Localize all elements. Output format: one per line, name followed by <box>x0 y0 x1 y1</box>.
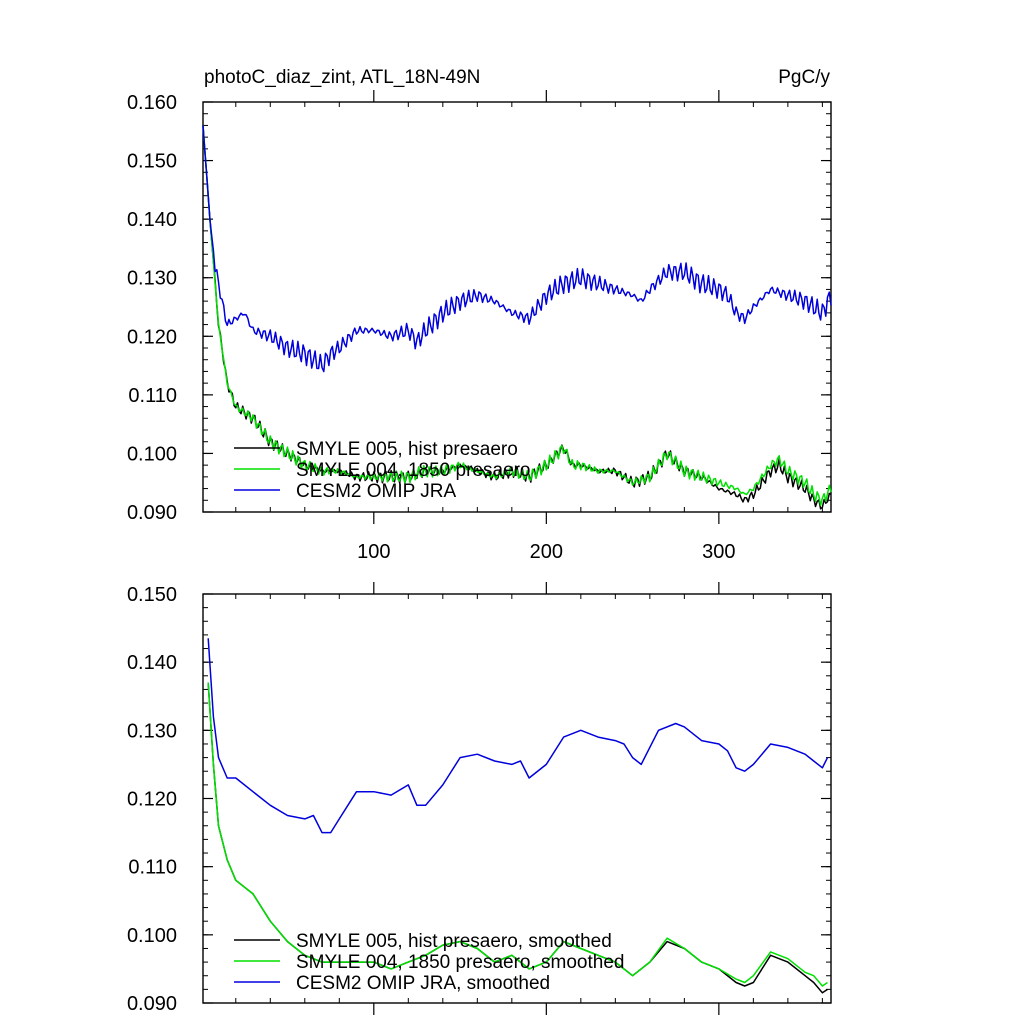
y-tick-label: 0.140 <box>127 209 177 231</box>
top-x-tick-labels: 100 200 300 <box>357 541 735 563</box>
top-panel: 0.090 0.100 0.110 0.120 0.130 0.140 0.150 0.160… <box>127 90 832 563</box>
legend-label-1: SMYLE 004, 1850 presaero, smoothed <box>296 952 624 973</box>
y-tick-label: 0.100 <box>127 443 177 465</box>
series-line-2 <box>202 125 832 373</box>
y-tick-label: 0.090 <box>127 502 177 524</box>
series-line-1 <box>207 682 828 987</box>
top-major-ticks <box>203 90 831 524</box>
y-tick-label: 0.160 <box>127 92 177 114</box>
top-plot-frame <box>202 101 832 513</box>
bottom-y-tick-labels: 0.090 0.100 0.110 0.120 0.130 0.140 0.150 <box>127 584 177 1015</box>
y-tick-label: 0.100 <box>127 925 177 947</box>
y-tick-label: 0.110 <box>128 857 177 879</box>
y-tick-label: 0.120 <box>127 326 177 348</box>
top-y-tick-labels: 0.090 0.100 0.110 0.120 0.130 0.140 0.150 0.160 <box>127 92 177 524</box>
legend-label-2: CESM2 OMIP JRA <box>296 481 456 502</box>
legend-label-0: SMYLE 005, hist presaero <box>296 439 518 460</box>
y-tick-label: 0.130 <box>127 720 177 742</box>
y-tick-label: 0.120 <box>127 789 177 811</box>
y-tick-label: 0.110 <box>128 385 177 407</box>
legend-label-0: SMYLE 005, hist presaero, smoothed <box>296 931 612 952</box>
legend-label-1: SMYLE 004, 1850 presaero <box>296 460 531 481</box>
bottom-major-ticks <box>203 582 831 1015</box>
x-tick-label: 100 <box>357 541 390 563</box>
bottom-panel: 0.090 0.100 0.110 0.120 0.130 0.140 0.150 SMYL… <box>127 582 832 1015</box>
bottom-series-lines <box>207 638 829 994</box>
y-tick-label: 0.090 <box>127 993 177 1015</box>
bottom-legend: SMYLE 005, hist presaero, smoothedSMYLE … <box>234 931 624 994</box>
y-tick-label: 0.140 <box>127 652 177 674</box>
top-series-lines <box>202 125 832 510</box>
series-line-1 <box>202 125 832 507</box>
chart-title: photoC_diaz_zint, ATL_18N-49N <box>204 67 480 88</box>
x-tick-label: 300 <box>702 541 735 563</box>
x-tick-label: 200 <box>530 541 563 563</box>
y-tick-label: 0.130 <box>127 268 177 290</box>
units-label: PgC/y <box>778 67 830 88</box>
y-tick-label: 0.150 <box>127 584 177 606</box>
series-line-2 <box>207 638 829 834</box>
y-tick-label: 0.150 <box>127 151 177 173</box>
legend-label-2: CESM2 OMIP JRA, smoothed <box>296 973 550 994</box>
